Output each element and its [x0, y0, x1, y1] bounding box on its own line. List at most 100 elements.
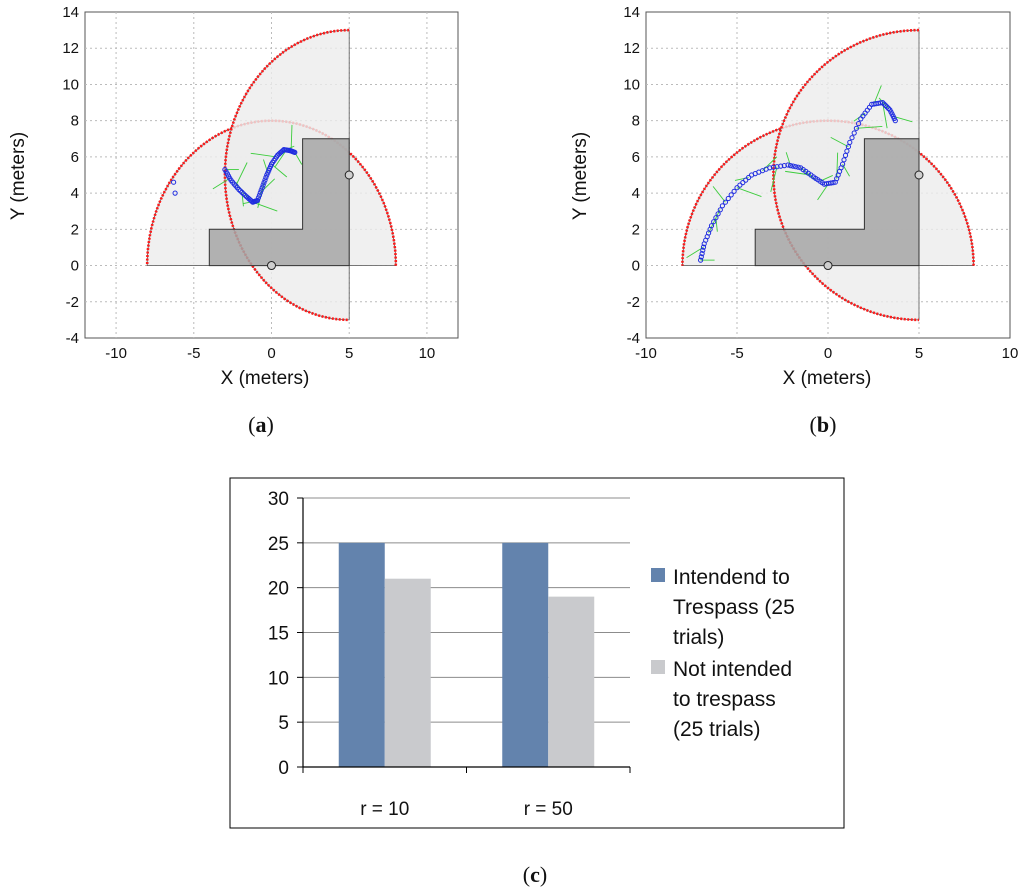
y-tick-label-1: -2 — [66, 294, 79, 311]
heading-line-44 — [250, 152, 277, 158]
track-point-37 — [790, 163, 796, 169]
track-point-31 — [260, 182, 266, 188]
track-point-22 — [740, 180, 746, 186]
bar-y-tick-label-3: 15 — [268, 624, 289, 645]
heading-line-40 — [271, 163, 288, 178]
track-point-21 — [737, 182, 743, 188]
bar-1-0 — [502, 542, 549, 767]
track-point-32 — [261, 180, 267, 186]
legend-label-0-line-1: Trespass (25 — [673, 596, 795, 619]
y-ticks-b: -4 -2 0 2 4 6 8 10 12 14 — [623, 4, 640, 347]
x-tick-label-0: -10 — [105, 345, 127, 362]
x-tick-label-3: 5 — [345, 345, 353, 362]
track-point-33 — [778, 163, 784, 169]
heading-line-8 — [235, 162, 248, 187]
bar-1-1 — [548, 596, 595, 767]
axes-c — [297, 497, 631, 773]
heading-line-52 — [274, 149, 287, 167]
track-b — [698, 100, 898, 263]
sensor-marker-0 — [267, 261, 276, 271]
y-tick-label-5: 6 — [71, 149, 79, 166]
heading-line-4 — [212, 177, 231, 190]
heading-line-8 — [708, 209, 721, 234]
track-point-27 — [256, 192, 262, 198]
bars-c — [338, 542, 595, 767]
heading-line-16 — [712, 186, 726, 203]
chart-panel-b: -10 -5 0 5 10 -4 -2 0 2 4 6 8 10 12 14 X (meters) Y (… — [570, 4, 1018, 437]
y-tick-label-2: 0 — [71, 258, 79, 275]
x-axis-label-b: X (meters) — [783, 368, 872, 389]
heading-line-56 — [290, 124, 293, 151]
track-point-38 — [793, 164, 799, 170]
track-point-12 — [713, 215, 719, 221]
x-tick-label-2: 0 — [824, 345, 832, 362]
track-point-11 — [711, 219, 717, 225]
y-tick-label-7: 10 — [623, 76, 640, 93]
y-axis-label-a: Y (meters) — [8, 132, 29, 220]
y-tick-label-4: 4 — [632, 185, 640, 202]
sensor-markers-b — [823, 170, 924, 271]
legend-swatch-1 — [651, 660, 665, 674]
track-point-28 — [257, 190, 263, 196]
x-ticks-b: -10 -5 0 5 10 — [635, 345, 1018, 362]
x-tick-label-1: -5 — [187, 345, 200, 362]
sensor-range-arc-1 — [223, 28, 350, 322]
legend-label-0-line-2: trials) — [673, 626, 724, 649]
building-b — [754, 138, 920, 267]
panel-caption-c: (c) — [523, 862, 547, 887]
legend-swatch-0 — [651, 568, 665, 582]
category-labels-c: r = 10 r = 50 — [360, 799, 573, 820]
track-point-65 — [847, 139, 853, 145]
y-tick-label-2: 0 — [632, 258, 640, 275]
bar-0-0 — [338, 542, 385, 767]
building-obstacle — [754, 138, 920, 267]
y-tick-label-0: -4 — [66, 330, 79, 347]
track-point-68 — [853, 125, 860, 131]
chart-panel-c: 0 5 10 15 20 25 30 r = 10 r = 50 Intendend to Tr… — [229, 477, 845, 887]
building-a — [208, 138, 350, 267]
bar-y-tick-label-1: 5 — [278, 713, 289, 734]
bar-y-tick-label-4: 20 — [268, 579, 289, 600]
track-point-69 — [856, 121, 862, 127]
y-tick-label-7: 10 — [62, 76, 79, 93]
y-tick-label-8: 12 — [62, 40, 79, 57]
track-point-31 — [770, 164, 777, 170]
track-point-23 — [743, 177, 749, 183]
track-point-1 — [698, 254, 704, 260]
heading-line-28 — [259, 178, 276, 194]
category-label-0: r = 10 — [360, 799, 409, 820]
legend-label-1-line-0: Not intended — [673, 658, 792, 681]
x-tick-label-4: 10 — [1002, 345, 1019, 362]
heading-line-20 — [252, 201, 278, 212]
legend-c: Intendend to Trespass (25 trials) Not inten… — [651, 566, 795, 741]
heading-line-20 — [736, 187, 762, 197]
track-point-30 — [767, 165, 773, 171]
x-tick-label-0: -10 — [635, 345, 657, 362]
heading-line-76 — [873, 85, 882, 105]
heading-line-28 — [762, 156, 778, 171]
category-label-1: r = 50 — [524, 799, 573, 820]
track-point-30 — [259, 185, 265, 191]
legend-label-1-line-2: (25 trials) — [673, 718, 761, 741]
track-point-62 — [842, 152, 849, 158]
outlier-point-1 — [172, 190, 178, 196]
y-tick-label-3: 2 — [71, 221, 79, 238]
panel-caption-b: (b) — [810, 412, 837, 437]
track-point-14 — [717, 207, 723, 213]
chart-border-c — [229, 477, 845, 829]
y-tick-label-9: 14 — [623, 4, 640, 21]
track-point-67 — [851, 130, 857, 136]
track-point-20 — [734, 185, 740, 191]
panel-caption-a: (a) — [248, 412, 274, 437]
track-point-90 — [892, 118, 898, 124]
track-point-3 — [700, 247, 706, 253]
x-tick-label-2: 0 — [267, 345, 275, 362]
x-tick-label-4: 10 — [419, 345, 436, 362]
track-point-33 — [262, 177, 268, 183]
track-point-24 — [746, 174, 752, 181]
heading-line-56 — [836, 152, 839, 179]
track-a — [171, 147, 298, 205]
y-tick-label-5: 6 — [632, 149, 640, 166]
track-point-64 — [845, 144, 852, 150]
x-tick-label-1: -5 — [730, 345, 743, 362]
